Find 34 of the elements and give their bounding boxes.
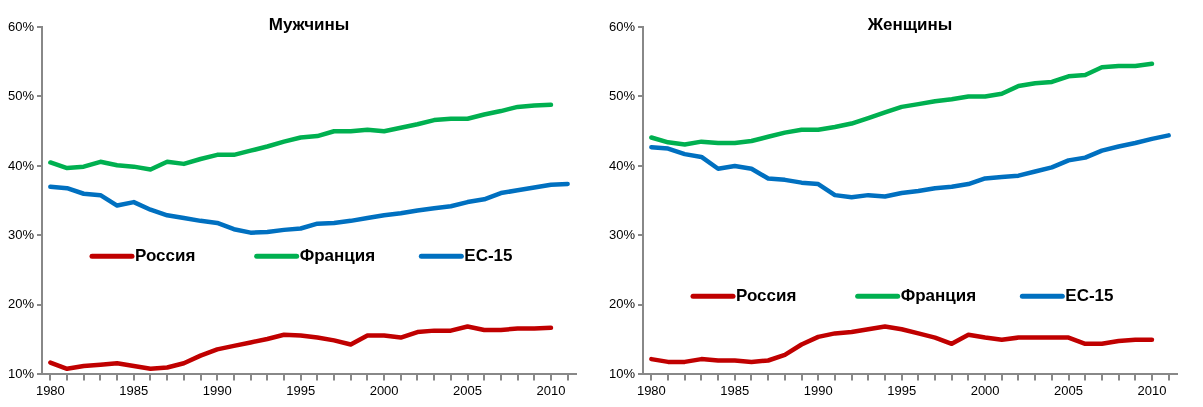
y-tick-label: 20% [608,296,636,312]
x-tick-label: 1985 [119,382,149,398]
legend-label: Россия [135,245,196,265]
legend-label: ЕС-15 [1065,285,1114,305]
x-tick-label: 2000 [970,382,1000,398]
x-tick-label: 2000 [369,382,399,398]
chart-title: Мужчины [268,15,350,35]
x-tick-label: 2010 [536,382,566,398]
y-tick-label: 40% [7,157,35,173]
legend-label: Франция [900,285,977,305]
chart-title: Женщины [866,15,953,35]
y-tick-label: 30% [608,227,636,243]
y-tick-label: 20% [7,296,35,312]
legend-label: Франция [299,245,376,265]
y-tick-label: 50% [7,88,35,104]
y-tick-label: 30% [7,227,35,243]
x-tick-label: 2005 [1054,382,1083,398]
y-tick-label: 50% [608,88,636,104]
y-tick-label: 60% [7,18,35,34]
x-tick-label: 1995 [887,382,917,398]
x-tick-label: 1985 [720,382,750,398]
x-tick-label: 1980 [636,382,666,398]
y-tick-label: 60% [608,18,636,34]
x-tick-label: 1990 [202,382,232,398]
x-tick-label: 2010 [1137,382,1167,398]
y-tick-label: 40% [608,157,636,173]
legend-label: Россия [736,285,797,305]
legend-label: ЕС-15 [464,245,513,265]
x-tick-label: 1995 [286,382,316,398]
y-tick-label: 10% [7,365,35,381]
x-tick-label: 2005 [453,382,482,398]
y-tick-label: 10% [608,365,636,381]
x-tick-label: 1990 [803,382,833,398]
x-tick-label: 1980 [35,382,65,398]
